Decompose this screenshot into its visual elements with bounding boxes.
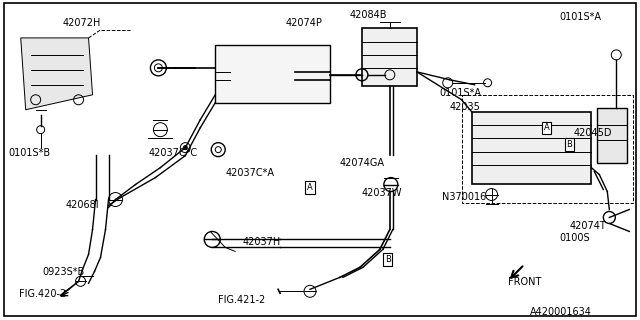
Bar [362, 28, 417, 86]
Text: 0101S*A: 0101S*A [440, 88, 482, 98]
Text: N370016: N370016 [442, 192, 486, 202]
Polygon shape [20, 38, 93, 110]
Text: 42068I: 42068I [66, 200, 99, 210]
Text: 42074T: 42074T [570, 221, 606, 231]
Text: 42037C*A: 42037C*A [225, 168, 274, 178]
Bar [461, 95, 633, 203]
Text: FRONT: FRONT [508, 277, 541, 287]
Text: A: A [307, 183, 313, 192]
Bar [597, 108, 627, 163]
Text: 42072H: 42072H [63, 18, 101, 28]
Text: A: A [543, 123, 549, 132]
Text: FIG.420-2: FIG.420-2 [19, 289, 66, 299]
Text: 42037W: 42037W [362, 188, 403, 197]
Text: 0101S*B: 0101S*B [9, 148, 51, 158]
Text: 42045D: 42045D [573, 128, 612, 138]
Text: 42074GA: 42074GA [340, 158, 385, 168]
Bar [215, 45, 330, 103]
Text: 42084B: 42084B [349, 10, 387, 20]
Text: B: B [566, 140, 572, 149]
Text: 42037C*C: 42037C*C [148, 148, 198, 158]
Text: 0101S*A: 0101S*A [559, 12, 602, 22]
Text: FIG.421-2: FIG.421-2 [218, 295, 266, 305]
Text: 0923S*B: 0923S*B [43, 268, 85, 277]
Text: 42037H: 42037H [242, 237, 280, 247]
Text: 0100S: 0100S [559, 234, 590, 244]
Text: A420001634: A420001634 [529, 307, 591, 317]
Text: 42074P: 42074P [285, 18, 322, 28]
Bar [472, 112, 591, 184]
Text: 42035: 42035 [450, 102, 481, 112]
Circle shape [183, 146, 188, 150]
Text: B: B [385, 255, 391, 264]
